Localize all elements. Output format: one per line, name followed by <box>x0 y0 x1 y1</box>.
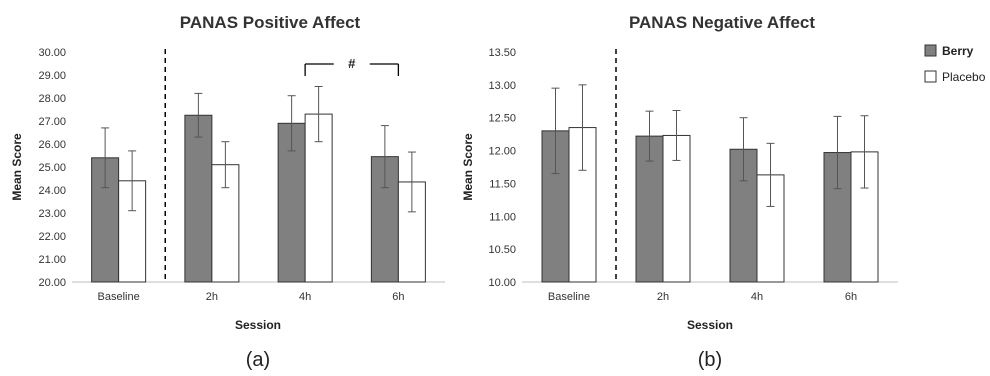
y-tick-label: 23.00 <box>38 208 66 220</box>
x-tick-label: 4h <box>299 291 311 303</box>
error-bar <box>380 125 389 189</box>
y-tick-label: 30.00 <box>38 47 66 59</box>
x-axis-label: Session <box>687 318 733 332</box>
error-bar <box>551 87 560 175</box>
x-tick-label: 4h <box>751 291 763 303</box>
y-tick-label: 29.00 <box>38 70 66 82</box>
y-tick-label: 24.00 <box>38 185 66 197</box>
error-bar <box>739 117 748 182</box>
y-tick-label: 13.50 <box>488 47 516 59</box>
panel-label: (b) <box>698 349 722 371</box>
x-tick-label: 2h <box>206 291 218 303</box>
x-tick-label: Baseline <box>548 291 590 303</box>
y-tick-label: 12.00 <box>488 146 516 158</box>
panel-label: (a) <box>246 349 270 371</box>
legend-swatch-placebo <box>924 70 937 83</box>
legend-label-placebo: Placebo <box>942 70 986 84</box>
bar-berry <box>184 114 213 283</box>
y-axis-label: Mean Score <box>461 133 475 201</box>
error-bar <box>407 151 416 213</box>
error-bar <box>766 142 775 207</box>
x-tick-label: 2h <box>657 291 669 303</box>
chart-positive-affect: PANAS Positive Affect Mean Score Session… <box>10 13 445 371</box>
x-tick-label: Baseline <box>98 291 140 303</box>
x-tick-label: 6h <box>392 291 404 303</box>
y-tick-label: 20.00 <box>38 277 66 289</box>
chart-title: PANAS Positive Affect <box>180 13 361 32</box>
error-bar <box>314 86 323 143</box>
error-bar <box>860 115 869 189</box>
y-axis-label: Mean Score <box>10 133 24 201</box>
bar-placebo <box>211 164 240 283</box>
error-bar <box>128 150 137 212</box>
y-tick-label: 27.00 <box>38 116 66 128</box>
y-tick-label: 10.50 <box>488 244 516 256</box>
legend-label-berry: Berry <box>942 44 974 58</box>
y-tick-label: 11.50 <box>489 178 516 190</box>
x-axis-label: Session <box>235 318 281 332</box>
significance-marker: # <box>348 56 356 71</box>
y-tick-label: 12.50 <box>488 113 516 125</box>
legend-swatch-berry <box>924 44 937 57</box>
y-tick-label: 21.00 <box>38 254 66 266</box>
y-tick-label: 11.00 <box>489 211 516 223</box>
error-bar <box>101 127 110 189</box>
error-bar <box>833 115 842 190</box>
chart-title: PANAS Negative Affect <box>629 13 815 32</box>
legend: Berry Placebo <box>924 44 986 84</box>
y-tick-label: 25.00 <box>38 162 66 174</box>
x-tick-label: 6h <box>845 291 857 303</box>
y-tick-label: 22.00 <box>38 231 66 243</box>
y-tick-label: 26.00 <box>38 139 66 151</box>
significance-bracket: # <box>304 56 400 76</box>
error-bar <box>645 110 654 162</box>
y-tick-label: 13.00 <box>488 80 516 92</box>
error-bar <box>578 84 587 171</box>
error-bar <box>672 109 681 161</box>
error-bar <box>221 141 230 189</box>
y-tick-label: 10.00 <box>488 277 516 289</box>
error-bar <box>287 95 296 152</box>
error-bar <box>194 92 203 138</box>
chart-negative-affect: PANAS Negative Affect Mean Score Session… <box>461 13 898 371</box>
y-tick-label: 28.00 <box>38 93 66 105</box>
